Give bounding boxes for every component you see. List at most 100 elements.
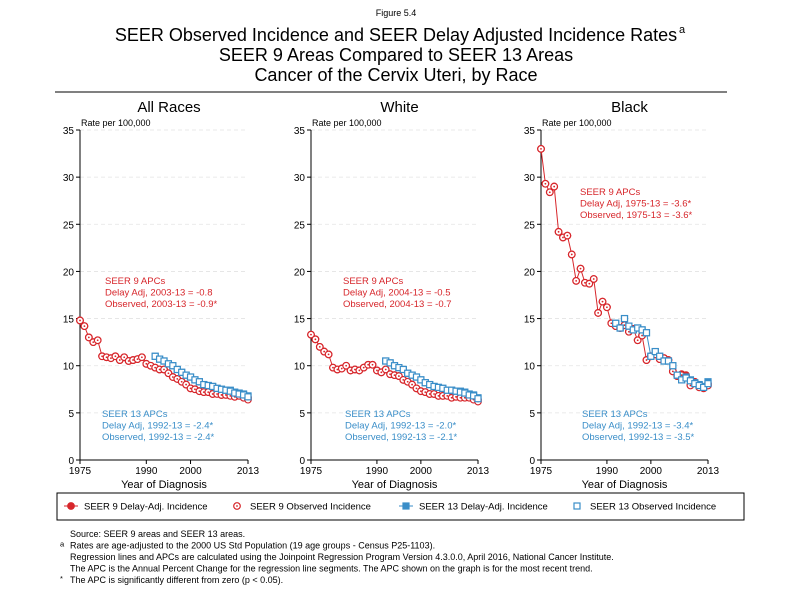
annotation: Delay Adj, 1975-13 = -3.6* <box>580 199 691 210</box>
marker-dot <box>689 384 692 387</box>
annotation: SEER 9 APCs <box>105 276 165 287</box>
marker-dot <box>371 363 374 366</box>
marker-dot <box>96 339 99 342</box>
annotation: Observed, 1992-13 = -3.5* <box>582 432 695 443</box>
title-line: Cancer of the Cervix Uteri, by Race <box>254 65 537 85</box>
y-tick-label: 20 <box>294 267 306 278</box>
marker-dot <box>87 336 90 339</box>
marker-dot <box>575 279 578 282</box>
y-tick-label: 30 <box>524 173 536 184</box>
marker <box>656 352 664 360</box>
y-tick-label: 10 <box>524 362 536 373</box>
x-tick-label: 2000 <box>179 466 202 477</box>
marker <box>673 371 681 379</box>
marker-dot <box>601 300 604 303</box>
marker <box>399 365 407 374</box>
x-tick-label: 2000 <box>410 466 433 477</box>
marker-dot <box>176 378 179 380</box>
marker-dot <box>428 393 431 395</box>
marker-dot <box>340 367 343 370</box>
marker-dot <box>610 322 613 325</box>
marker <box>612 319 620 327</box>
annotation: Delay Adj, 2004-13 = -0.5 <box>343 288 450 299</box>
marker-dot <box>459 396 462 399</box>
y-tick-label: 5 <box>68 409 74 420</box>
marker-dot <box>220 394 223 396</box>
y-axis-label: Rate per 100,000 <box>81 118 151 128</box>
marker-dot <box>402 378 405 381</box>
annotation: Observed, 1975-13 = -3.6* <box>580 210 693 221</box>
marker-dot <box>540 147 542 150</box>
x-tick-label: 2000 <box>640 466 663 477</box>
annotation: SEER 13 APCs <box>345 409 411 420</box>
marker-dot <box>463 396 466 399</box>
marker-dot <box>623 324 626 327</box>
marker-dot <box>171 376 174 378</box>
marker-dot <box>140 356 143 359</box>
marker-dot <box>136 358 139 361</box>
marker <box>642 329 651 337</box>
marker-dot <box>671 370 674 373</box>
marker-dot <box>105 356 108 359</box>
annotation: Observed, 1992-13 = -2.4* <box>102 432 215 443</box>
annotation: Delay Adj, 1992-13 = -3.4* <box>582 421 693 432</box>
y-tick-label: 35 <box>524 126 536 137</box>
marker-dot <box>332 366 334 369</box>
legend-box <box>56 492 745 521</box>
marker-dot <box>446 394 449 397</box>
annotation: Observed, 2003-13 = -0.9* <box>105 299 218 310</box>
marker-dot <box>362 366 365 369</box>
marker-dot <box>167 372 170 375</box>
marker-dot <box>354 368 356 371</box>
marker-dot <box>579 267 582 270</box>
footnote-mark: * <box>60 574 63 583</box>
marker-dot <box>592 278 595 280</box>
footnote: Regression lines and APCs are calculated… <box>70 552 614 562</box>
marker-dot <box>211 393 214 395</box>
x-tick-label: 2013 <box>237 466 260 477</box>
y-tick-label: 20 <box>524 267 536 278</box>
y-tick-label: 35 <box>294 126 306 137</box>
marker-dot <box>323 350 326 353</box>
panel-title: Black <box>611 99 648 116</box>
marker-dot <box>548 191 551 194</box>
marker-dot <box>224 394 227 396</box>
title-line: SEER Observed Incidence and SEER Delay A… <box>115 25 677 45</box>
y-tick-label: 25 <box>524 220 536 231</box>
panel-title: White <box>380 99 418 116</box>
y-tick-label: 15 <box>524 315 536 326</box>
marker-dot <box>557 230 560 233</box>
marker-dot <box>680 374 683 377</box>
x-tick-label: 1990 <box>366 466 389 477</box>
marker-dot <box>314 338 317 341</box>
marker <box>704 380 712 388</box>
marker <box>651 347 659 356</box>
marker <box>625 322 633 330</box>
annotation: Delay Adj, 1992-13 = -2.0* <box>345 421 456 432</box>
marker-dot <box>79 319 81 322</box>
marker-dot <box>163 368 165 371</box>
y-tick-label: 30 <box>294 173 306 184</box>
marker-dot <box>397 375 400 377</box>
legend-label: SEER 13 Delay-Adj. Incidence <box>419 502 548 513</box>
marker-dot <box>345 364 348 367</box>
marker-dot <box>450 396 453 399</box>
marker <box>647 352 655 360</box>
x-tick-label: 1975 <box>530 466 553 477</box>
marker <box>700 383 708 391</box>
marker-dot <box>229 394 232 397</box>
marker-dot <box>584 281 586 284</box>
annotation: SEER 9 APCs <box>343 276 403 287</box>
marker-dot <box>158 368 161 371</box>
marker <box>669 362 677 370</box>
annotation: Observed, 1992-13 = -2.1* <box>345 432 458 443</box>
marker-dot <box>207 391 210 394</box>
footnote: Rates are age-adjusted to the 2000 US St… <box>70 541 435 551</box>
y-tick-label: 30 <box>63 173 75 184</box>
marker-dot <box>127 360 130 362</box>
y-tick-label: 5 <box>529 409 535 420</box>
marker-dot <box>588 282 591 285</box>
footnote: Source: SEER 9 areas and SEER 13 areas. <box>70 529 245 539</box>
marker-dot <box>424 391 427 394</box>
legend-marker <box>402 502 410 510</box>
